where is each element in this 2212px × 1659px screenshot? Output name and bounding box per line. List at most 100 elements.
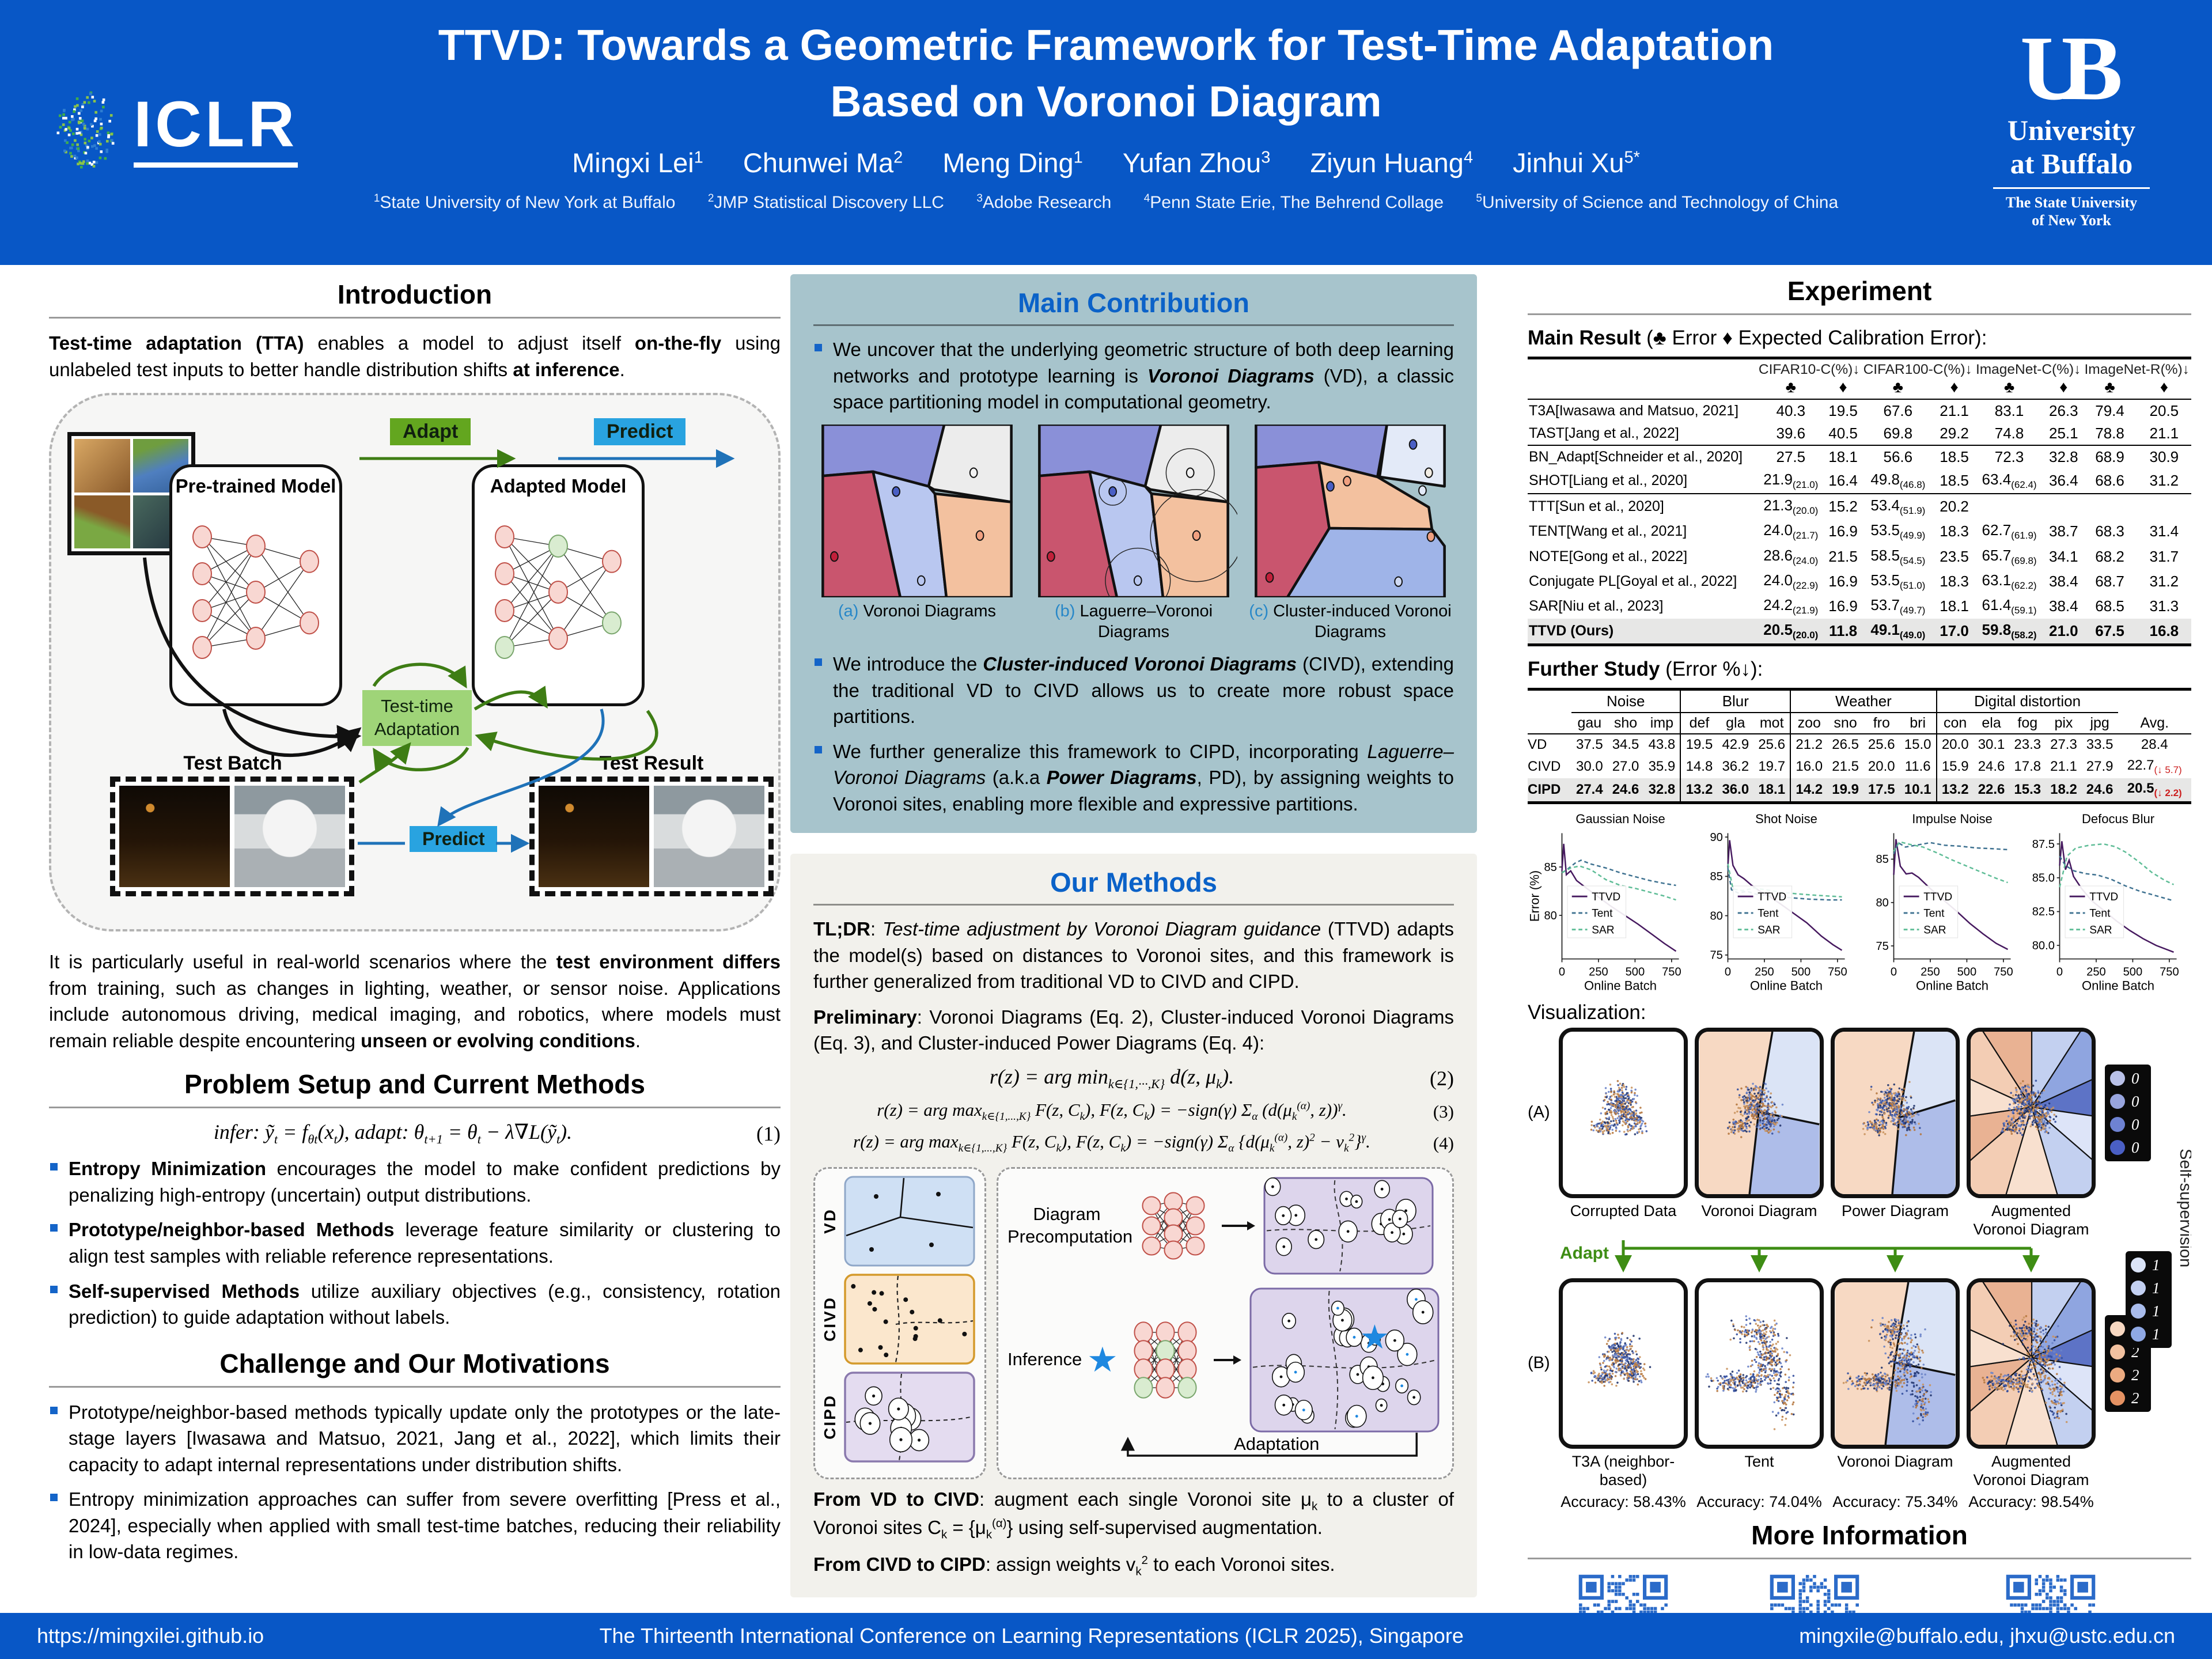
caption-power-diagram: Power Diagram: [1841, 1202, 1949, 1219]
value-cell: 24.6: [1612, 782, 1639, 797]
method-name: T3A[Iwasawa and Matsuo, 2021]: [1529, 403, 1739, 419]
equation-2: r(z) = arg mink∈{1,···,K} d(z, μk). (2): [989, 1065, 1454, 1092]
table-row: TTT[Sun et al., 2020] 21.3(20.0) 15.2 53.4(…: [1528, 494, 2191, 519]
svg-text:Tent: Tent: [1592, 908, 1613, 920]
adaptation-loop: Adaptation: [1007, 1432, 1443, 1469]
value-cell: 53.5(49.9): [1870, 521, 1926, 541]
svg-text:Online Batch: Online Batch: [1916, 978, 1988, 993]
value-cell: 17.0: [1940, 622, 1969, 640]
column-header: Blur: [1680, 689, 1791, 714]
method-name: Conjugate PL[Goyal et al., 2022]: [1529, 573, 1737, 589]
svg-text:Shot Noise: Shot Noise: [1755, 812, 1817, 826]
accuracy-voronoi: Accuracy: 75.34%: [1832, 1493, 1958, 1511]
further-study-label: Further Study (Error %↓):: [1528, 658, 1763, 681]
caption-augmented-voronoi: Augmented Voronoi Diagram: [1973, 1202, 2089, 1238]
precomputed-diagram-icon: [1263, 1177, 1434, 1274]
viz-panel-voronoi-b: [1831, 1278, 1960, 1449]
svg-text:80: 80: [1710, 910, 1723, 922]
value-cell: 18.5: [1934, 468, 1974, 495]
error-curves: 80 85 0 250 500 750 Gaussian Noise Online Batch…: [1528, 811, 2191, 994]
iclr-logo: ICLR: [52, 86, 298, 173]
svg-text:SAR: SAR: [1592, 924, 1614, 936]
svg-text:85.0: 85.0: [2032, 872, 2055, 884]
table-row: CIVD 30.0 27.0 35.9 14.8 36.2 19.7 16.0 21.5 20.0…: [1528, 755, 2191, 779]
method-name: CIVD: [1528, 759, 1561, 775]
value-cell: [1974, 494, 2044, 519]
column-header: Avg.: [2118, 713, 2191, 735]
svg-text:75: 75: [1710, 949, 1723, 961]
svg-text:TTVD: TTVD: [2089, 891, 2118, 903]
augmented-scatter-plot: [1971, 1031, 2092, 1194]
bullet-prototype-methods: Prototype/neighbor-based Methods leverag…: [49, 1217, 781, 1269]
column-header: ♦: [2137, 378, 2191, 400]
table-row: SAR[Niu et al., 2023] 24.2(21.9) 16.9 53.7(…: [1528, 594, 2191, 619]
column-methods: Main Contribution We uncover that the un…: [790, 265, 1477, 1613]
section-rule: [1528, 1557, 2191, 1559]
svg-text:80: 80: [1876, 896, 1889, 909]
adaptation-arrow: [1120, 1432, 1418, 1457]
column-header: ♣: [2082, 378, 2137, 400]
equation-1: infer: ỹt = fθt(xt), adapt: θt+1 = θt − …: [213, 1120, 781, 1147]
value-cell: 30.9: [2149, 448, 2179, 465]
qr-codes: Paper Code Author (Open to Work!): [1528, 1571, 2191, 1613]
bullet-voronoi-structure: We uncover that the underlying geometric…: [813, 336, 1454, 415]
preliminary-paragraph: Preliminary: Voronoi Diagrams (Eq. 2), C…: [813, 1006, 1454, 1054]
value-cell: 15.0: [1904, 737, 1931, 753]
value-cell: 20.0: [1868, 759, 1895, 775]
method-name: SHOT[Liang et al., 2020]: [1528, 468, 1757, 495]
footer-website-link[interactable]: https://mingxilei.github.io: [37, 1624, 264, 1647]
snowy-car-image: [234, 786, 345, 888]
value-cell: 78.8: [2082, 422, 2137, 446]
cluster-induced-voronoi-figure: [1255, 424, 1446, 597]
bullet-entropy-minimization: Entropy Minimization encourages the mode…: [49, 1156, 781, 1208]
section-title-our-methods: Our Methods: [1050, 867, 1217, 898]
affiliation: 5University of Science and Technology of…: [1476, 192, 1839, 212]
value-cell: 17.8: [2014, 759, 2041, 775]
value-cell: 72.3: [1994, 448, 2024, 465]
value-cell: 18.3: [1940, 522, 1969, 540]
tta-overview-figure: Adapt Predict Pre-trained Model Adapted …: [49, 393, 781, 932]
svg-text:75: 75: [1876, 940, 1889, 953]
section-title-introduction: Introduction: [337, 279, 493, 309]
author: Ziyun Huang4: [1310, 147, 1474, 178]
value-cell: 59.8(58.2): [1982, 621, 2037, 641]
footer-emails[interactable]: mingxile@buffalo.edu, jhxu@ustc.edu.cn: [1799, 1624, 2175, 1647]
column-header: gau: [1571, 713, 1608, 735]
test-batch-images: [110, 777, 354, 897]
equation-4: r(z) = arg maxk∈{1,...,K} F(z, Ck), F(z,…: [853, 1131, 1454, 1155]
value-cell: 49.8(46.8): [1861, 468, 1935, 495]
svg-text:750: 750: [1662, 965, 1681, 978]
svg-text:500: 500: [1957, 965, 1977, 978]
night-image: [539, 786, 649, 888]
from-vd-to-civd: From VD to CIVD: augment each single Vor…: [813, 1488, 1455, 1541]
svg-text:Defocus Blur: Defocus Blur: [2082, 812, 2154, 826]
value-cell: 31.2: [2137, 468, 2191, 495]
training-sample-images: [67, 432, 195, 556]
svg-text:85: 85: [1876, 853, 1889, 866]
flow-arrows: [143, 449, 735, 853]
digit-legend-0: 0 0 0 0: [2105, 1064, 2151, 1161]
value-cell: [2137, 494, 2191, 519]
svg-text:Online Batch: Online Batch: [1750, 978, 1823, 993]
vd-label: VD: [821, 1208, 839, 1234]
value-cell: 15.9: [1936, 755, 1974, 779]
adapt-label: Adapt: [1560, 1244, 1609, 1263]
table-row: TENT[Wang et al., 2021] 24.0(21.7) 16.9 53.…: [1528, 519, 2191, 544]
value-cell: 53.5(51.0): [1870, 571, 1926, 591]
column-header: bri: [1899, 713, 1937, 735]
method-name: TTVD (Ours): [1529, 623, 1614, 639]
voronoi-scatter-plot: [1835, 1282, 1956, 1445]
column-header: CIFAR100-C(%)↓: [1863, 362, 1972, 377]
arrow-right-icon: [1213, 1355, 1241, 1365]
value-cell: 19.7: [1758, 759, 1786, 775]
scatter-plot: [1705, 1315, 1795, 1430]
value-cell: [2082, 494, 2137, 519]
section-title-more-information: More Information: [1751, 1520, 1968, 1550]
gaussian-noise-chart: 80 85 0 250 500 750 Gaussian Noise Online Batch…: [1528, 812, 1681, 993]
svg-text:0: 0: [2131, 1070, 2139, 1087]
viz-panel-augmented-b: [1967, 1278, 2096, 1449]
column-header: Weather: [1790, 689, 1937, 714]
column-header: [2118, 690, 2191, 713]
precomputation-label: Diagram Precomputation: [1007, 1203, 1133, 1247]
value-cell: 40.5: [1824, 422, 1862, 446]
